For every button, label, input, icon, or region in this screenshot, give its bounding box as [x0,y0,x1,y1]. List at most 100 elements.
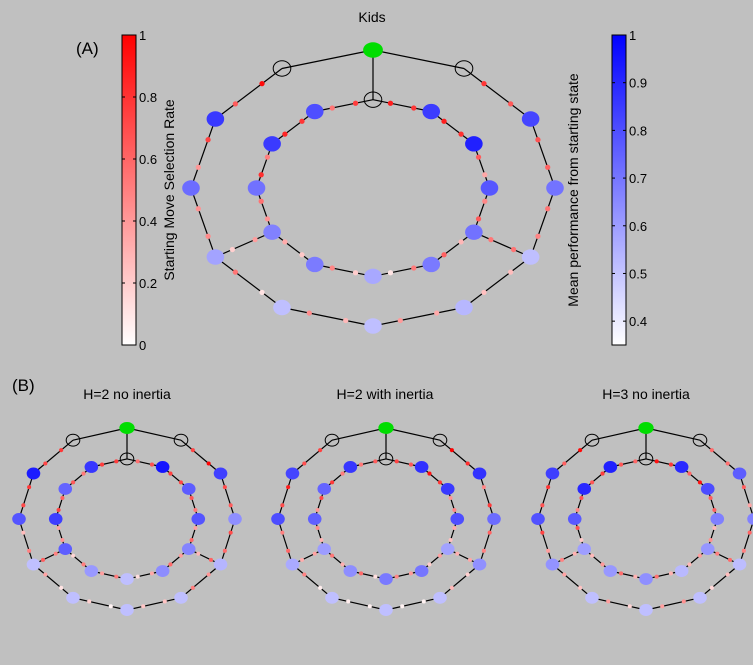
colorbar-tick-label: 1 [629,28,636,43]
state-node [228,513,242,525]
move-rate-marker [373,459,378,464]
move-rate-marker [330,553,335,558]
state-node [84,461,99,473]
state-node [263,136,281,152]
move-rate-marker [299,118,305,124]
colorbar-right: 0.4 0.5 0.6 0.7 0.8 0.9 1 Mean performance fro… [565,28,647,346]
colorbar-left-label: Starting Move Selection Rate [161,99,177,281]
move-rate-marker [741,548,746,553]
move-rate-marker [222,485,227,490]
move-rate-marker [668,571,673,576]
move-rate-marker [465,572,470,577]
move-rate-marker [60,495,65,501]
graph-edge [271,231,316,265]
move-rate-marker [258,198,264,204]
graph-edge [126,427,182,441]
state-node [487,513,501,525]
subplot-title-h2-with-inertia: H=2 with inertia [337,386,434,402]
state-node [213,558,228,571]
move-rate-marker [434,310,440,316]
move-rate-marker [60,537,65,543]
move-rate-marker [312,551,317,556]
graph-edge [430,231,475,265]
unvisited-node [173,433,189,447]
move-rate-marker [196,551,201,556]
state-node [285,558,300,571]
state-node [577,483,592,495]
move-rate-marker [535,137,541,143]
move-rate-marker [306,310,312,316]
move-rate-marker [330,480,335,485]
graph-edge [18,473,35,520]
move-rate-marker [481,548,486,553]
state-node [12,513,26,525]
goal-node [363,42,383,58]
state-node [465,224,483,240]
move-rate-marker [487,530,492,535]
state-node [307,513,322,525]
move-rate-marker [741,485,746,490]
state-node [181,483,196,495]
move-rate-marker [318,585,323,590]
move-rate-marker [482,172,488,178]
move-rate-marker [222,548,227,553]
state-node [206,111,225,127]
state-node [325,591,339,604]
graph-edge [331,597,387,611]
move-rate-marker [232,269,239,275]
state-node [84,565,99,577]
graph-edge [738,473,753,518]
move-rate-marker [59,448,64,453]
move-rate-marker [545,164,551,170]
move-rate-marker [654,459,659,464]
move-rate-marker [100,462,105,467]
move-rate-marker [697,553,702,558]
move-rate-marker [114,574,119,579]
unvisited-node [378,452,394,466]
unvisited-node [119,452,135,466]
move-rate-marker [302,572,307,577]
move-rate-marker [387,270,394,276]
state-node [305,103,324,120]
graph-edge [72,597,128,611]
subplot-title-h3-no-inertia: H=3 no inertia [602,386,690,402]
state-node [213,467,228,480]
panel-a-title: Kids [358,9,385,25]
move-rate-marker [427,562,432,567]
colorbar-tick-label: 0 [139,338,146,353]
state-node [191,513,206,525]
colorbar-left-gradient [121,34,137,346]
state-node [585,591,599,604]
move-rate-marker [178,480,183,485]
graph-edge [219,518,236,565]
state-node [422,103,441,120]
move-rate-marker [81,471,86,476]
move-rate-marker [329,265,335,271]
panel-b-label: (B) [12,376,35,395]
move-rate-marker [280,530,285,535]
move-rate-marker [619,571,624,576]
move-rate-marker [421,599,426,604]
move-rate-marker [319,537,324,543]
state-node [58,543,73,555]
move-rate-marker [340,471,345,476]
state-node [379,573,393,586]
graph-edge [292,564,333,599]
graph-edge [385,427,441,441]
move-rate-marker [318,448,323,453]
move-rate-marker [600,471,605,476]
state-node [364,318,382,334]
state-node [732,558,747,571]
move-rate-marker [71,553,76,558]
move-rate-marker [475,216,482,222]
move-rate-marker [449,585,454,590]
move-rate-marker [559,557,565,562]
graph-edge [372,49,465,70]
move-rate-marker [575,525,580,531]
move-rate-marker [286,548,291,553]
graph-edge [530,187,556,258]
unvisited-node [272,60,292,77]
graph-edge [591,597,647,611]
move-rate-marker [373,574,378,579]
